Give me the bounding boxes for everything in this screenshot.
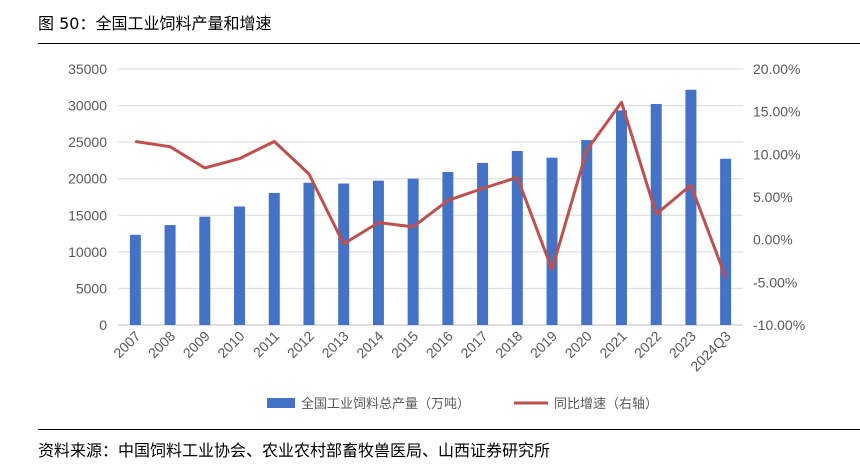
x-tick-label: 2008 bbox=[145, 328, 178, 361]
bar-2012 bbox=[303, 182, 315, 325]
growth-point-2022 bbox=[655, 213, 657, 215]
x-axis-ticks: 2007 2008 2009 2010 2011 2012 2013 2014 2015 2016… bbox=[110, 328, 734, 375]
bar-2021 bbox=[615, 110, 627, 325]
left-tick-label: 15000 bbox=[68, 207, 107, 223]
bar-2011 bbox=[268, 192, 280, 325]
bar-2016 bbox=[442, 171, 454, 325]
growth-point-2015 bbox=[412, 226, 414, 228]
x-tick-label: 2012 bbox=[284, 328, 317, 361]
gridlines bbox=[118, 68, 743, 326]
left-tick-label: 30000 bbox=[68, 98, 107, 114]
growth-point-2010 bbox=[239, 158, 241, 160]
x-tick-label: 2007 bbox=[110, 328, 143, 361]
bar-2007 bbox=[129, 234, 141, 325]
left-axis-ticks: 0 5000 10000 15000 20000 25000 30000 35000 bbox=[68, 61, 107, 333]
legend-bar-label: 全国工业饲料总产量（万吨） bbox=[301, 396, 470, 412]
growth-point-2023 bbox=[690, 184, 692, 186]
growth-point-2019 bbox=[551, 269, 553, 271]
x-tick-label: 2015 bbox=[388, 328, 421, 361]
growth-point-2012 bbox=[308, 173, 310, 175]
source-note: 资料来源：中国饲料工业协会、农业农村部畜牧兽医局、山西证券研究所 bbox=[38, 441, 551, 460]
x-tick-label: 2018 bbox=[492, 328, 525, 361]
x-tick-label: 2019 bbox=[527, 328, 560, 361]
growth-point-2009 bbox=[204, 167, 206, 169]
legend-bar-swatch bbox=[267, 398, 295, 408]
growth-point-2017 bbox=[482, 187, 484, 189]
growth-point-2007 bbox=[134, 141, 136, 143]
bar-series bbox=[129, 89, 732, 326]
figure-title: 图 50：全国工业饲料产量和增速 bbox=[38, 14, 272, 33]
right-tick-label: 0.00% bbox=[753, 232, 793, 248]
x-tick-label: 2021 bbox=[596, 328, 629, 361]
right-tick-label: 15.00% bbox=[753, 104, 800, 120]
left-tick-label: 0 bbox=[99, 317, 107, 333]
right-tick-label: 5.00% bbox=[753, 189, 793, 205]
left-tick-label: 20000 bbox=[68, 171, 107, 187]
growth-point-2014 bbox=[377, 222, 379, 224]
right-tick-label: 20.00% bbox=[753, 61, 800, 77]
x-tick-label: 2009 bbox=[180, 328, 213, 361]
x-tick-label: 2020 bbox=[562, 328, 595, 361]
bottom-rule bbox=[38, 429, 860, 430]
right-tick-label: 10.00% bbox=[753, 146, 800, 162]
bar-2017 bbox=[477, 162, 489, 325]
bar-2014 bbox=[372, 180, 384, 325]
bar-2023 bbox=[685, 89, 697, 325]
x-tick-label: 2011 bbox=[250, 328, 283, 361]
top-rule bbox=[38, 43, 860, 44]
right-tick-label: -5.00% bbox=[753, 274, 797, 290]
right-axis-ticks: -10.00% -5.00% 0.00% 5.00% 10.00% 15.00% 20.00… bbox=[753, 61, 805, 333]
left-tick-label: 35000 bbox=[68, 61, 107, 77]
growth-point-2024Q3 bbox=[725, 276, 727, 278]
bar-2015 bbox=[407, 178, 419, 325]
bar-2008 bbox=[164, 225, 176, 325]
left-tick-label: 5000 bbox=[76, 280, 107, 296]
x-tick-label: 2013 bbox=[318, 328, 351, 361]
bar-2018 bbox=[511, 150, 523, 325]
x-tick-label: 2022 bbox=[631, 328, 664, 361]
growth-point-2011 bbox=[273, 141, 275, 143]
growth-point-2013 bbox=[343, 243, 345, 245]
line-series bbox=[134, 100, 728, 278]
bar-2019 bbox=[546, 157, 558, 325]
x-tick-label: 2014 bbox=[353, 328, 386, 361]
x-tick-label: 2010 bbox=[214, 328, 247, 361]
bar-2009 bbox=[199, 216, 211, 325]
bar-2013 bbox=[338, 183, 350, 325]
growth-point-2020 bbox=[586, 149, 588, 151]
right-tick-label: -10.00% bbox=[753, 317, 805, 333]
growth-point-2021 bbox=[620, 101, 622, 103]
left-tick-label: 10000 bbox=[68, 244, 107, 260]
growth-line bbox=[135, 100, 728, 278]
bar-2010 bbox=[234, 206, 246, 325]
x-tick-label: 2017 bbox=[457, 328, 490, 361]
bar-2020 bbox=[581, 140, 593, 325]
x-tick-label: 2016 bbox=[423, 328, 456, 361]
growth-point-2016 bbox=[447, 199, 449, 201]
legend: 全国工业饲料总产量（万吨） 同比增速（右轴） bbox=[267, 396, 658, 412]
legend-line-label: 同比增速（右轴） bbox=[554, 397, 658, 412]
growth-point-2008 bbox=[169, 146, 171, 148]
left-tick-label: 25000 bbox=[68, 134, 107, 150]
growth-point-2018 bbox=[516, 176, 518, 178]
bar-2024Q3 bbox=[720, 158, 732, 325]
